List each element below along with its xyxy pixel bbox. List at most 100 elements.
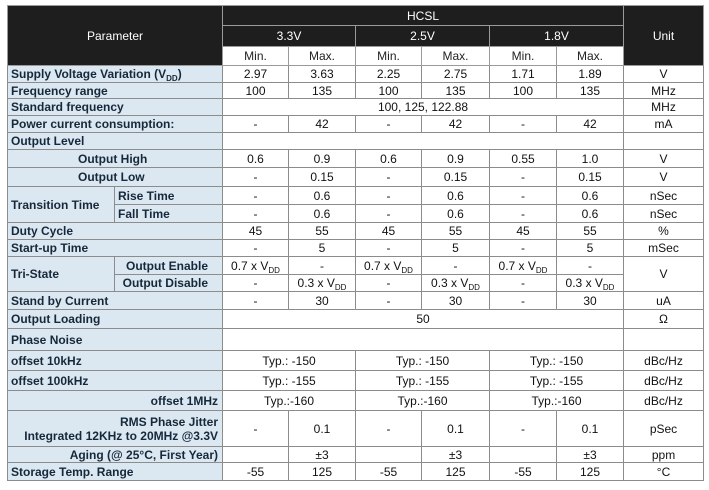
value-cell: 0.55 bbox=[489, 149, 557, 168]
value-cell: 100, 125, 122.88 bbox=[221, 98, 625, 116]
table-row: Output High 0.6 0.9 0.6 0.9 0.55 1.0 V bbox=[7, 149, 705, 168]
value-cell: 55 bbox=[555, 222, 625, 240]
value-cell: 125 bbox=[555, 462, 625, 481]
text: Typ.:-160 bbox=[531, 393, 582, 408]
value-cell: 1.89 bbox=[555, 65, 625, 83]
table-row: Frequency range 100 135 100 135 100 135 MHz bbox=[7, 82, 705, 99]
value-cell: - bbox=[355, 274, 422, 292]
table-row: Stand by Current - 30 - 30 - 30 uA bbox=[7, 291, 705, 310]
text: Rise Time bbox=[118, 188, 175, 203]
value-cell: 100 bbox=[489, 82, 557, 99]
text: Typ.: -150 bbox=[395, 353, 450, 368]
text: 5 bbox=[452, 241, 459, 255]
param-label: offset 100kHz bbox=[7, 370, 223, 391]
text: 0.6 bbox=[447, 206, 464, 221]
value-cell bbox=[221, 328, 625, 351]
text: - bbox=[320, 258, 324, 273]
value-cell: - bbox=[355, 239, 422, 257]
text: 0.9 bbox=[313, 151, 331, 166]
value-cell: - bbox=[222, 204, 289, 223]
text: Typ.: -155 bbox=[262, 373, 316, 388]
text: - bbox=[253, 276, 258, 290]
text: 55 bbox=[583, 224, 597, 238]
text: Typ.: -150 bbox=[262, 353, 316, 368]
value-cell: - bbox=[489, 204, 557, 223]
param-label: Power current consumption: bbox=[7, 115, 223, 133]
subscript: DD bbox=[166, 74, 178, 83]
value-cell: 0.7 x VDD bbox=[355, 256, 422, 275]
text: 50 bbox=[416, 312, 430, 326]
text: - bbox=[521, 188, 525, 203]
value-cell: 0.6 bbox=[555, 204, 625, 223]
text: - bbox=[253, 117, 258, 131]
value-cell: - bbox=[489, 239, 557, 257]
table-row: Output Level bbox=[7, 132, 705, 150]
text: 30 bbox=[583, 293, 597, 308]
text: 42 bbox=[448, 117, 463, 131]
text: Output High bbox=[78, 151, 148, 166]
param-label: Output Disable bbox=[114, 274, 223, 292]
value-cell: 125 bbox=[421, 462, 490, 481]
value-cell: - bbox=[222, 410, 289, 447]
subscript: DD bbox=[268, 265, 280, 275]
text: pSec bbox=[649, 421, 678, 436]
value-cell: - bbox=[222, 186, 289, 205]
param-label: offset 10kHz bbox=[7, 350, 223, 371]
param-label: RMS Phase Jitter Integrated 12KHz to 20MH… bbox=[7, 410, 223, 447]
min-header: Min. bbox=[355, 46, 422, 66]
voltage-header: 2.5V bbox=[355, 25, 490, 47]
text: 100 bbox=[512, 83, 534, 98]
table-row: offset 10kHz Typ.: -150 Typ.: -150 Typ.: -1… bbox=[7, 350, 705, 371]
text: 0.6 bbox=[447, 188, 464, 203]
table-row: Storage Temp. Range -55 125 -55 125 -55 125 °C bbox=[7, 462, 705, 481]
text: - bbox=[253, 293, 258, 308]
voltage-header: 3.3V bbox=[222, 25, 356, 47]
value-cell: 0.1 bbox=[288, 410, 356, 447]
text: V bbox=[659, 170, 668, 184]
value-cell: - bbox=[355, 186, 422, 205]
text: V bbox=[659, 67, 668, 81]
table-row: Tri-State Output Enable 0.7 x VDD -0.7 x VD… bbox=[7, 256, 705, 292]
table-row: Aging (@ 25°C, First Year) ±3 ±3 ±3 ppm bbox=[7, 446, 705, 463]
text: ppm bbox=[651, 447, 676, 462]
text: Typ.: -155 bbox=[395, 373, 450, 388]
text-line: RMS Phase Jitter bbox=[119, 414, 218, 429]
text: 3.63 bbox=[310, 67, 334, 81]
text: Output Level bbox=[11, 134, 85, 148]
text: - bbox=[253, 170, 258, 184]
value-cell: - bbox=[222, 167, 289, 187]
table-row: Standard frequency 100, 125, 122.88 MHz bbox=[7, 98, 705, 116]
param-label: Duty Cycle bbox=[7, 222, 223, 240]
value-cell: 135 bbox=[421, 82, 490, 99]
value-cell: - bbox=[489, 410, 557, 447]
text: offset 100kHz bbox=[11, 373, 89, 388]
text: 0.1 bbox=[447, 421, 464, 436]
param-label: Output High bbox=[7, 149, 223, 168]
value-cell: - bbox=[489, 291, 557, 310]
unit-cell bbox=[623, 328, 705, 351]
text: Stand by Current bbox=[11, 293, 109, 308]
value-cell: - bbox=[421, 256, 490, 275]
text: -55 bbox=[379, 464, 398, 479]
text: Standard frequency bbox=[11, 100, 124, 114]
param-label: Frequency range bbox=[7, 82, 223, 99]
text: 135 bbox=[445, 83, 466, 98]
value-cell: 5 bbox=[555, 239, 625, 257]
text: 42 bbox=[315, 117, 329, 131]
text: Typ.:-160 bbox=[397, 393, 448, 408]
value-cell: Typ.: -155 bbox=[222, 370, 356, 391]
value-cell: 135 bbox=[555, 82, 625, 99]
text: - bbox=[386, 188, 391, 203]
unit-cell: V bbox=[623, 167, 705, 187]
value-cell: - bbox=[222, 239, 289, 257]
text: Duty Cycle bbox=[11, 224, 74, 238]
param-label: offset 1MHz bbox=[7, 390, 223, 411]
table-row: Output Low - 0.15 - 0.15 - 0.15 V bbox=[7, 167, 705, 187]
value-cell: 0.9 bbox=[421, 149, 490, 168]
value-cell: 0.6 bbox=[355, 149, 422, 168]
unit-header: Unit bbox=[623, 5, 705, 66]
value-cell: 0.7 x VDD bbox=[222, 256, 289, 275]
text: - bbox=[386, 421, 391, 436]
value-cell: 2.97 bbox=[222, 65, 289, 83]
value-cell: - bbox=[489, 274, 557, 292]
